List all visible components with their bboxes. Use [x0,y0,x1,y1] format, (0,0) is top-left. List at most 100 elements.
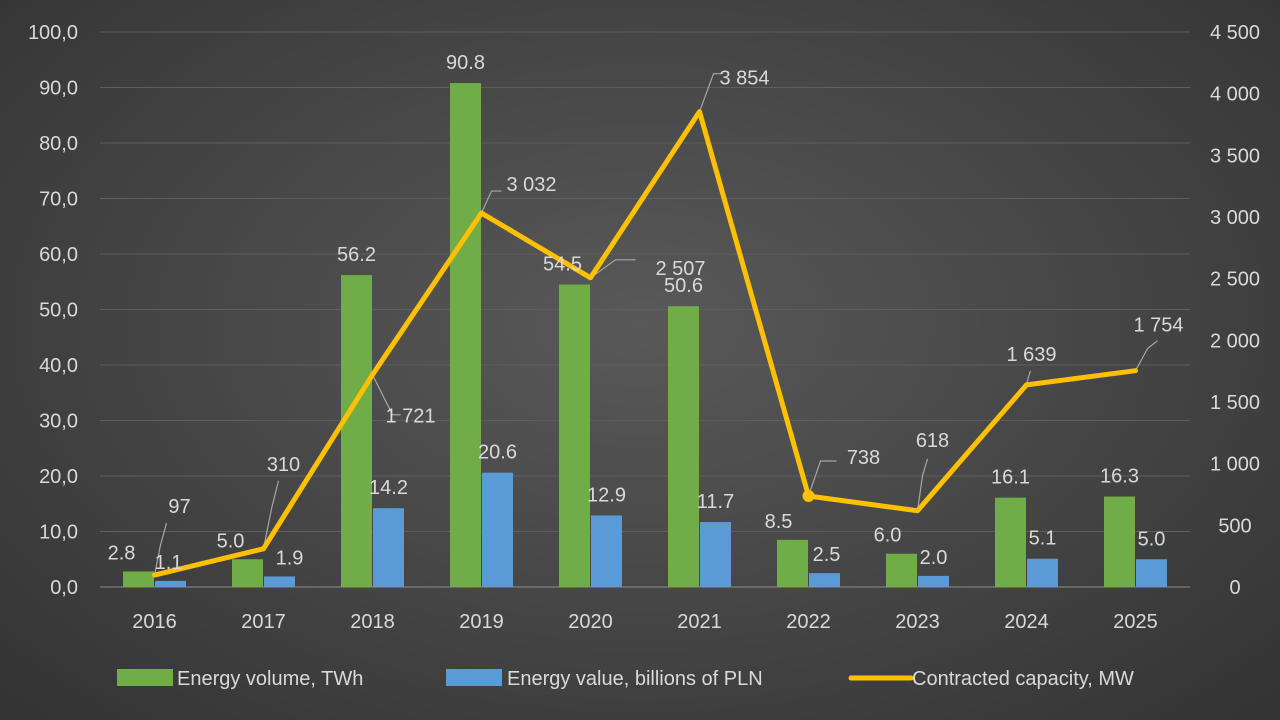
data-label-energy-volume: 6.0 [874,525,902,547]
y-right-tick-label: 1 000 [1210,454,1260,476]
x-tick-label: 2017 [241,611,286,633]
data-label-contracted-capacity: 97 [168,496,190,518]
data-label-energy-volume: 50.6 [664,275,703,297]
data-label-contracted-capacity: 1 721 [385,406,435,428]
x-tick-label: 2021 [677,611,722,633]
x-tick-label: 2024 [1004,611,1049,633]
bar-energy-value [373,508,404,587]
legend-swatch-energy-volume [117,669,173,686]
leader-line [1134,340,1158,371]
data-label-energy-value: 1.9 [276,547,304,569]
y-right-tick-label: 2 000 [1210,330,1260,352]
leader-line [590,259,636,279]
leader-lines [153,73,1158,576]
bar-energy-volume [559,284,590,587]
line-series [152,109,1138,578]
bar-energy-volume [450,83,481,587]
legend: Energy volume, TWh Energy value, billions… [117,668,1134,690]
y-left-tick-label: 30,0 [39,411,78,433]
leader-line [807,460,837,497]
data-label-contracted-capacity: 1 639 [1006,344,1056,366]
data-label-energy-volume: 16.3 [1100,466,1139,488]
y-left-tick-label: 70,0 [39,189,78,211]
data-label-contracted-capacity: 310 [267,454,300,476]
data-labels: 2.8 1.1 5.0 1.9 56.2 14.2 90.8 20.6 54.5 12.9 50.6… [108,52,1184,574]
data-label-energy-value: 5.0 [1138,528,1166,550]
data-label-energy-volume: 2.8 [108,542,136,564]
bar-energy-volume [1104,496,1135,587]
bar-energy-value [155,580,186,587]
bar-energy-volume [232,559,263,587]
axis-ticks: 0,0 10,0 20,0 30,0 40,0 50,0 60,0 70,0 80,0 90,0 1… [28,22,1260,633]
leader-line [153,522,168,576]
data-label-energy-value: 1.1 [155,552,183,574]
y-left-tick-label: 0,0 [50,577,78,599]
bar-energy-value [1136,559,1167,587]
data-label-energy-volume: 16.1 [991,467,1030,489]
x-tick-label: 2016 [132,611,177,633]
y-left-tick-label: 10,0 [39,522,78,544]
bar-energy-value [700,522,731,587]
data-label-contracted-capacity: 738 [847,447,880,469]
x-tick-label: 2025 [1113,611,1158,633]
x-tick-label: 2019 [459,611,504,633]
bar-energy-volume [777,539,808,587]
line-contracted-capacity [152,109,1138,578]
leader-line [916,458,929,511]
line-marker [802,489,815,502]
leader-line [371,374,401,416]
data-label-energy-value: 2.5 [813,544,841,566]
data-label-energy-value: 2.0 [920,547,948,569]
data-label-contracted-capacity: 3 032 [506,174,556,196]
bar-energy-value [1027,558,1058,587]
legend-label-contracted-capacity: Contracted capacity, MW [912,668,1134,690]
gridlines [100,31,1190,588]
bar-energy-value [482,472,513,587]
y-left-tick-label: 20,0 [39,466,78,488]
y-right-tick-label: 500 [1218,515,1251,537]
data-label-energy-volume: 56.2 [337,244,376,266]
y-right-tick-label: 0 [1229,577,1240,599]
data-label-contracted-capacity: 3 854 [719,68,769,90]
y-left-tick-label: 60,0 [39,244,78,266]
legend-label-energy-value: Energy value, billions of PLN [507,668,763,690]
y-left-tick-label: 90,0 [39,78,78,100]
y-right-tick-label: 3 500 [1210,145,1260,167]
leader-line [480,190,502,214]
data-label-energy-volume: 90.8 [446,52,485,74]
leader-line [698,73,722,112]
y-left-tick-label: 80,0 [39,133,78,155]
leader-line [262,480,280,549]
x-tick-label: 2023 [895,611,940,633]
bar-energy-value [809,573,840,587]
leader-line [1025,370,1032,386]
data-label-contracted-capacity: 1 754 [1133,315,1183,337]
bar-energy-volume [341,275,372,587]
bar-energy-value [918,575,949,587]
y-left-tick-label: 50,0 [39,300,78,322]
data-label-energy-volume: 5.0 [217,530,245,552]
y-right-tick-label: 3 000 [1210,207,1260,229]
y-left-tick-label: 100,0 [28,22,78,44]
data-label-energy-value: 14.2 [369,477,408,499]
y-right-tick-label: 4 000 [1210,84,1260,106]
y-left-tick-label: 40,0 [39,355,78,377]
bar-series [123,83,1167,587]
data-label-energy-value: 20.6 [478,442,517,464]
bar-energy-volume [668,306,699,587]
y-right-tick-label: 1 500 [1210,392,1260,414]
x-tick-label: 2020 [568,611,613,633]
x-tick-label: 2022 [786,611,831,633]
data-label-energy-value: 5.1 [1029,528,1057,550]
data-label-contracted-capacity: 2 507 [655,258,705,280]
bar-energy-value [264,576,295,587]
x-tick-label: 2018 [350,611,395,633]
data-label-energy-volume: 8.5 [765,511,793,533]
bar-energy-volume [995,497,1026,587]
legend-swatch-energy-value [446,669,502,686]
legend-label-energy-volume: Energy volume, TWh [177,668,363,690]
bar-energy-value [591,515,622,587]
data-label-contracted-capacity: 618 [916,430,949,452]
y-right-tick-label: 4 500 [1210,22,1260,44]
